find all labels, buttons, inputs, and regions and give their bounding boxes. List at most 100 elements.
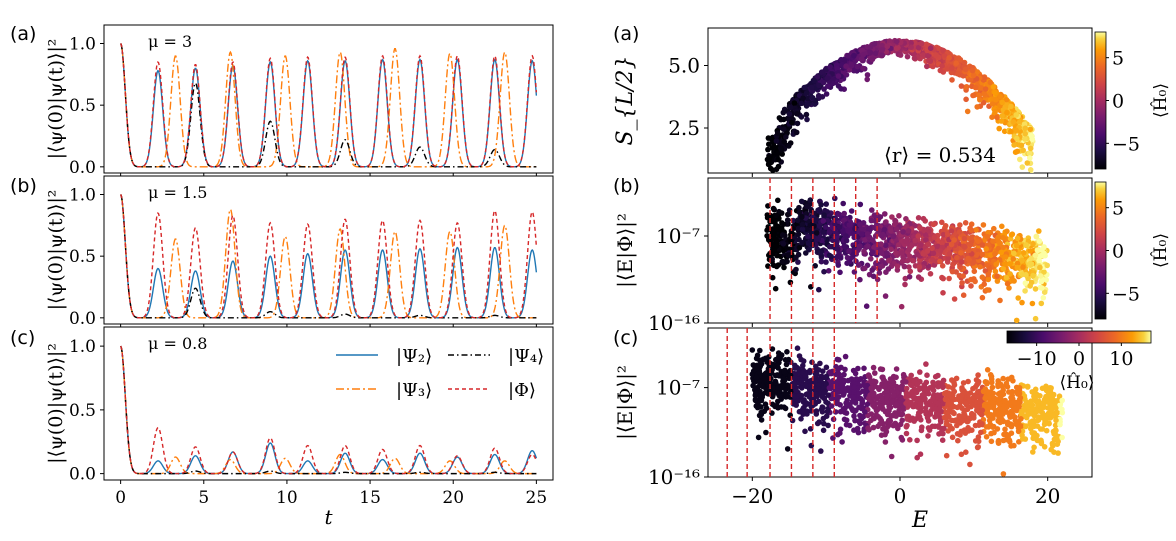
point — [870, 424, 877, 431]
point — [800, 95, 806, 101]
point — [1038, 414, 1044, 421]
point — [1034, 247, 1041, 253]
point — [975, 372, 981, 378]
point — [929, 257, 936, 263]
point — [796, 244, 803, 251]
point — [777, 145, 784, 151]
point — [1057, 402, 1063, 408]
point — [1027, 145, 1034, 152]
panel-label: (c) — [613, 327, 638, 349]
point — [774, 238, 780, 244]
point — [762, 371, 768, 378]
point — [908, 382, 915, 389]
point — [864, 231, 871, 237]
point — [775, 405, 781, 411]
point — [819, 394, 826, 400]
point — [843, 400, 849, 406]
point — [779, 259, 785, 265]
point — [935, 400, 941, 407]
point — [967, 461, 973, 468]
point — [1016, 439, 1022, 445]
point — [992, 268, 999, 275]
point — [915, 412, 922, 419]
point — [798, 356, 804, 363]
point — [795, 398, 801, 404]
point — [864, 76, 870, 83]
point — [923, 379, 930, 386]
point — [1048, 446, 1054, 453]
point — [874, 276, 881, 283]
point — [967, 241, 974, 248]
point — [886, 38, 893, 44]
point — [940, 231, 947, 238]
legend-entry: |Φ⟩ — [508, 380, 536, 401]
point — [962, 66, 969, 73]
point — [989, 101, 996, 107]
point — [1000, 437, 1007, 444]
point — [826, 229, 833, 236]
point — [1028, 132, 1035, 139]
point — [924, 53, 931, 59]
point — [964, 406, 971, 413]
point — [834, 399, 840, 406]
point — [777, 227, 783, 233]
point — [1045, 391, 1052, 398]
point — [769, 256, 775, 262]
point — [862, 237, 868, 243]
scatter-panel-b: (b) 10⁻⁷ 10⁻¹⁶ |⟨E|Φ⟩|² 5 0 −5 ⟨Ĥ₀⟩ — [613, 175, 1171, 335]
point — [1026, 150, 1033, 156]
point — [821, 268, 827, 275]
point — [780, 109, 787, 116]
point — [789, 119, 795, 126]
point — [773, 166, 780, 173]
legend-entry: |Ψ₃⟩ — [396, 380, 432, 401]
y-tick-label: 0.5 — [69, 401, 96, 421]
point — [1013, 127, 1019, 134]
point — [996, 401, 1003, 408]
colorbar-label: ⟨Ĥ₀⟩ — [1150, 83, 1171, 118]
point — [1003, 97, 1010, 103]
point — [953, 375, 960, 382]
series-line-psi3 — [120, 43, 537, 168]
point — [849, 394, 856, 400]
point — [937, 67, 944, 74]
point — [867, 49, 874, 56]
point — [939, 219, 945, 226]
point — [860, 51, 867, 58]
point — [813, 370, 819, 376]
point — [977, 399, 983, 405]
point — [1014, 264, 1021, 271]
point — [1031, 444, 1037, 451]
point — [941, 53, 948, 59]
point — [971, 268, 978, 275]
point — [943, 452, 950, 459]
point — [839, 439, 845, 445]
point — [812, 263, 818, 269]
colorbar — [1006, 330, 1152, 344]
y-tick-label: 10⁻⁷ — [656, 376, 700, 400]
point — [939, 63, 945, 69]
point — [857, 221, 863, 228]
point — [823, 380, 829, 387]
point — [799, 226, 806, 232]
point — [825, 422, 831, 429]
line-panel-b: (b) |⟨ψ(0)|ψ(t)⟩|²0.0 0.5 1.0 μ = 1.5 — [10, 175, 554, 329]
point — [969, 411, 975, 418]
point — [916, 264, 923, 270]
point — [1027, 155, 1033, 161]
point — [979, 294, 986, 301]
point — [1014, 235, 1021, 242]
point — [852, 226, 858, 232]
point — [1006, 285, 1012, 291]
point — [944, 66, 950, 72]
point — [949, 434, 956, 441]
scatter-panel-c: (c) 10⁻⁷ 10⁻¹⁶ |⟨E|Φ⟩|² −20 0 20 E −10 0 10 ⟨Ĥ₀⟩ — [613, 327, 1152, 533]
point — [818, 69, 825, 75]
point — [935, 372, 941, 379]
point — [770, 393, 776, 399]
point — [963, 449, 969, 456]
point — [944, 231, 951, 237]
point — [792, 374, 799, 381]
point — [855, 262, 862, 268]
point — [899, 417, 905, 424]
